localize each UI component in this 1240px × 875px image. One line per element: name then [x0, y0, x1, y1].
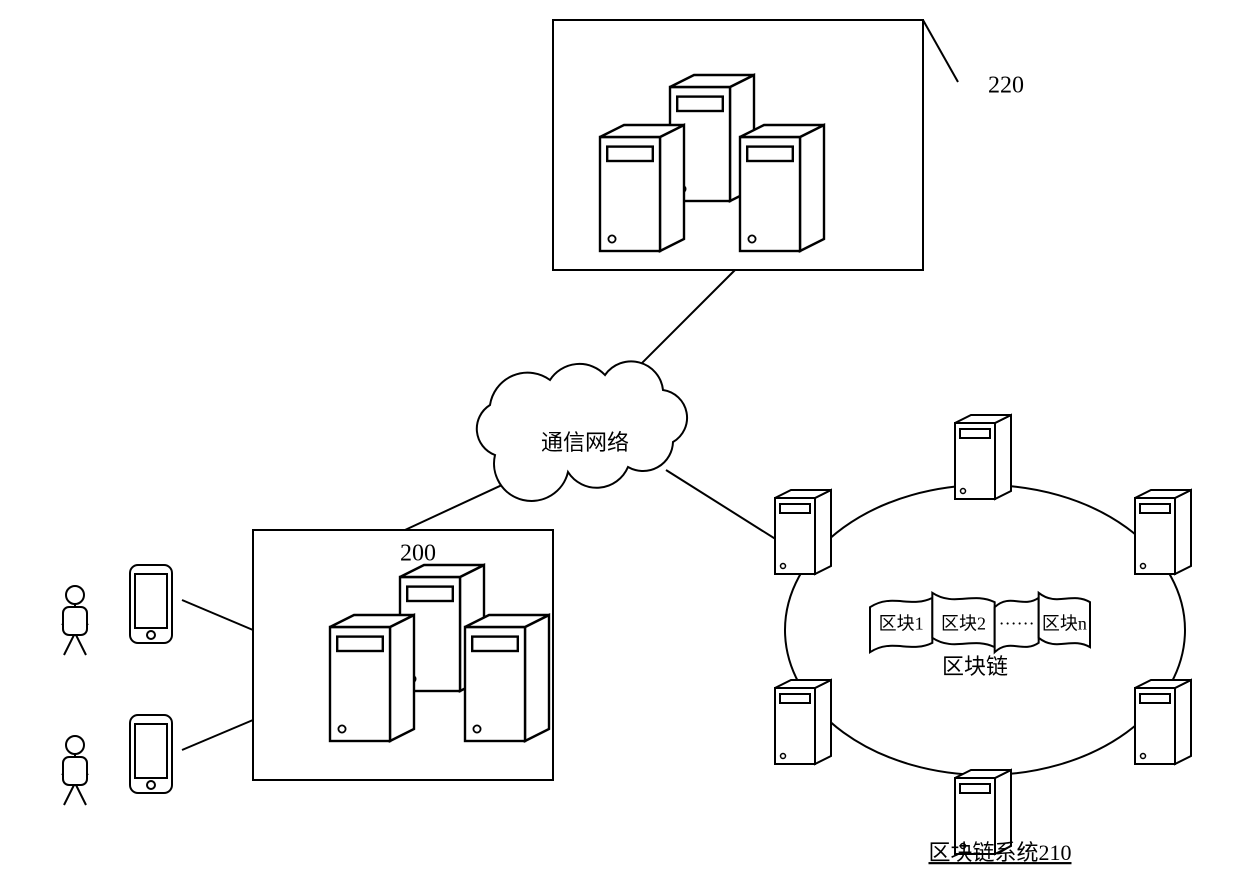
- connection-line: [666, 470, 785, 545]
- blockchain-node-server-icon: [1135, 680, 1191, 764]
- block-cell-label: 区块2: [941, 614, 986, 634]
- server-icon: [740, 125, 824, 251]
- cloud-label: 通信网络: [541, 430, 629, 455]
- block-cell-label: 区块n: [1042, 614, 1087, 634]
- blockchain-network-diagram: 通信网络 区块1 区块2 ······ 区块n 区块链 220 200 区块链系统210: [0, 0, 1240, 875]
- ref-label-200: 200: [400, 541, 436, 567]
- block-cell-label: 区块1: [879, 614, 924, 634]
- blockchain-node-server-icon: [775, 490, 831, 574]
- blockchain-node-server-icon: [1135, 490, 1191, 574]
- person-icon: [62, 736, 88, 805]
- blockchain-node-server-icon: [775, 680, 831, 764]
- server-icon: [600, 125, 684, 251]
- block-cell-label: ······: [999, 614, 1035, 634]
- server-icon: [330, 615, 414, 741]
- person-icon: [62, 586, 88, 655]
- connection-line: [182, 600, 253, 630]
- connection-line: [182, 720, 253, 750]
- blockchain-label: 区块链: [942, 654, 1008, 679]
- phone-icon: [130, 715, 172, 793]
- phone-icon: [130, 565, 172, 643]
- ref-label-220: 220: [988, 73, 1024, 99]
- server-icon: [465, 615, 549, 741]
- blockchain-system-label: 区块链系统210: [928, 840, 1071, 865]
- blockchain-node-server-icon: [955, 415, 1011, 499]
